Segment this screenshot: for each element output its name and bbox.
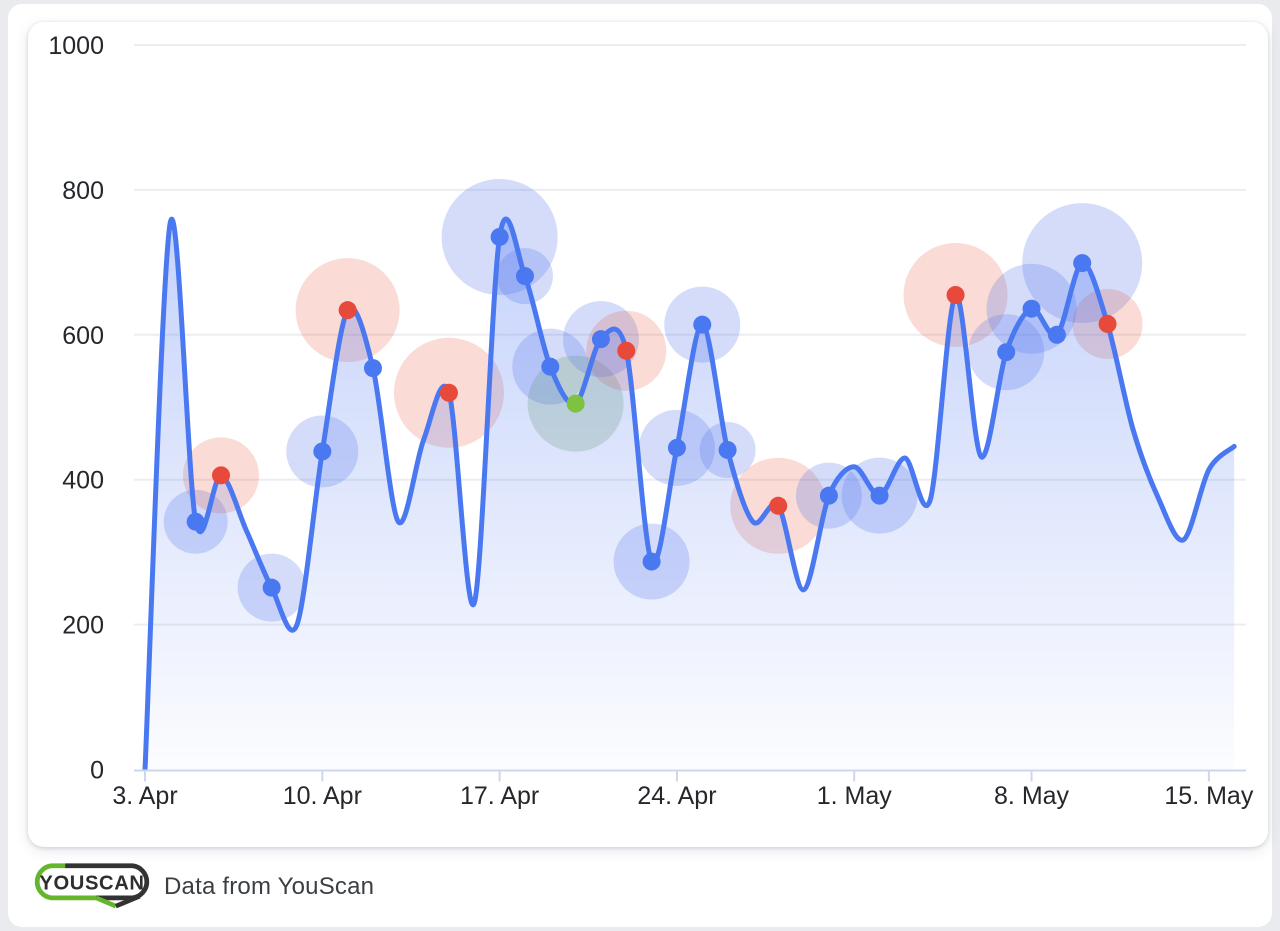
data-point-blue[interactable] bbox=[997, 343, 1016, 362]
data-point-blue[interactable] bbox=[262, 578, 281, 597]
data-point-blue[interactable] bbox=[693, 315, 712, 334]
data-point-blue[interactable] bbox=[1073, 254, 1092, 273]
chart-attribution: YOUSCAN Data from YouScan bbox=[33, 862, 374, 912]
y-axis-label: 0 bbox=[90, 757, 104, 785]
x-axis-label: 8. May bbox=[994, 782, 1070, 810]
data-point-blue[interactable] bbox=[819, 486, 838, 505]
x-axis-label: 17. Apr bbox=[460, 782, 539, 810]
logo-bubble-green bbox=[34, 863, 97, 901]
data-point-red[interactable] bbox=[946, 285, 965, 304]
x-axis-label: 1. May bbox=[817, 782, 893, 810]
data-point-blue[interactable] bbox=[541, 357, 560, 376]
logo-tail-green bbox=[95, 895, 117, 909]
data-point-blue[interactable] bbox=[313, 442, 332, 461]
page-card: 0 200 400 600 800 1000 3. Apr 10. Apr 17. Apr 24.… bbox=[8, 4, 1272, 927]
caption-text: Data from YouScan bbox=[164, 873, 375, 900]
data-point-blue[interactable] bbox=[870, 486, 889, 505]
data-point-blue[interactable] bbox=[490, 227, 509, 246]
data-point-blue[interactable] bbox=[667, 438, 686, 457]
logo-tail-dark bbox=[114, 894, 141, 909]
youscan-logo[interactable]: YOUSCAN bbox=[33, 863, 151, 911]
data-point-blue[interactable] bbox=[1047, 325, 1066, 344]
y-axis-label: 800 bbox=[62, 177, 104, 205]
x-axis-label: 3. Apr bbox=[112, 782, 177, 810]
series-area bbox=[145, 219, 1235, 770]
data-point-blue[interactable] bbox=[591, 330, 610, 349]
data-point-red[interactable] bbox=[211, 466, 230, 485]
y-axis-label: 200 bbox=[62, 612, 104, 640]
mentions-line-chart: 0 200 400 600 800 1000 3. Apr 10. Apr 17. Apr 24.… bbox=[48, 32, 1254, 810]
data-point-red[interactable] bbox=[769, 496, 788, 515]
series-line bbox=[142, 216, 1237, 771]
x-axis-label: 15. May bbox=[1164, 782, 1253, 810]
y-axis-label: 600 bbox=[62, 322, 104, 350]
data-points bbox=[186, 227, 1117, 597]
data-point-blue[interactable] bbox=[1022, 299, 1041, 318]
y-axis-label: 400 bbox=[62, 467, 104, 495]
data-point-blue[interactable] bbox=[515, 267, 534, 286]
data-point-blue[interactable] bbox=[642, 552, 661, 571]
chart-card: 0 200 400 600 800 1000 3. Apr 10. Apr 17. Apr 24.… bbox=[28, 22, 1268, 847]
logo-text: YOUSCAN bbox=[39, 873, 144, 895]
y-axis-label: 1000 bbox=[48, 32, 104, 60]
x-axis-label: 24. Apr bbox=[637, 782, 716, 810]
data-point-blue[interactable] bbox=[718, 440, 737, 459]
data-point-red[interactable] bbox=[1098, 314, 1117, 333]
x-axis-label: 10. Apr bbox=[283, 782, 362, 810]
data-point-red[interactable] bbox=[439, 383, 458, 402]
data-point-green[interactable] bbox=[566, 394, 585, 413]
data-point-blue[interactable] bbox=[186, 512, 205, 531]
x-axis: 3. Apr 10. Apr 17. Apr 24. Apr 1. May 8. May 1… bbox=[112, 769, 1254, 810]
data-point-red[interactable] bbox=[617, 341, 636, 360]
data-point-red[interactable] bbox=[338, 301, 357, 320]
data-point-blue[interactable] bbox=[363, 359, 382, 378]
